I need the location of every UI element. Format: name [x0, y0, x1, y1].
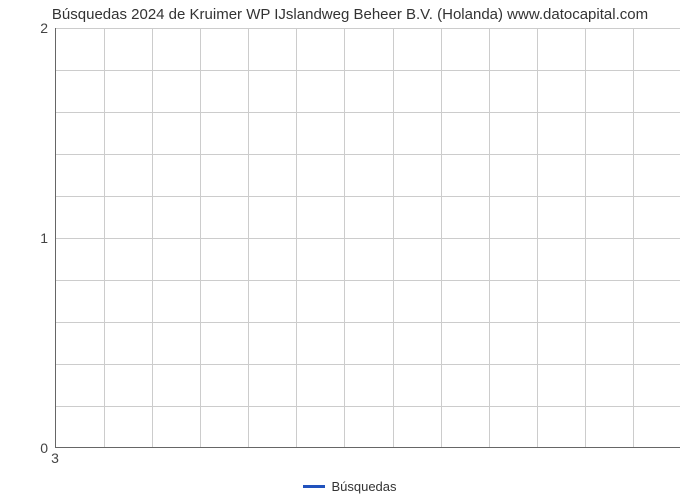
chart-title: Búsquedas 2024 de Kruimer WP IJslandweg … [0, 6, 700, 23]
legend-swatch-busquedas [303, 485, 325, 488]
gridline-horizontal [56, 112, 680, 113]
gridline-horizontal [56, 154, 680, 155]
gridline-horizontal [56, 70, 680, 71]
gridline-horizontal [56, 196, 680, 197]
x-tick-label: 3 [51, 450, 59, 466]
y-tick-label: 0 [40, 440, 48, 456]
gridline-horizontal-major [56, 238, 680, 239]
legend-label-busquedas: Búsquedas [331, 479, 396, 494]
y-tick-label: 1 [40, 230, 48, 246]
gridline-horizontal [56, 406, 680, 407]
gridline-horizontal [56, 280, 680, 281]
gridline-horizontal [56, 364, 680, 365]
gridline-horizontal [56, 322, 680, 323]
plot-area [55, 28, 680, 448]
legend: Búsquedas [0, 479, 700, 494]
gridline-horizontal-major [56, 28, 680, 29]
chart-container: Búsquedas 2024 de Kruimer WP IJslandweg … [0, 0, 700, 500]
y-tick-label: 2 [40, 20, 48, 36]
